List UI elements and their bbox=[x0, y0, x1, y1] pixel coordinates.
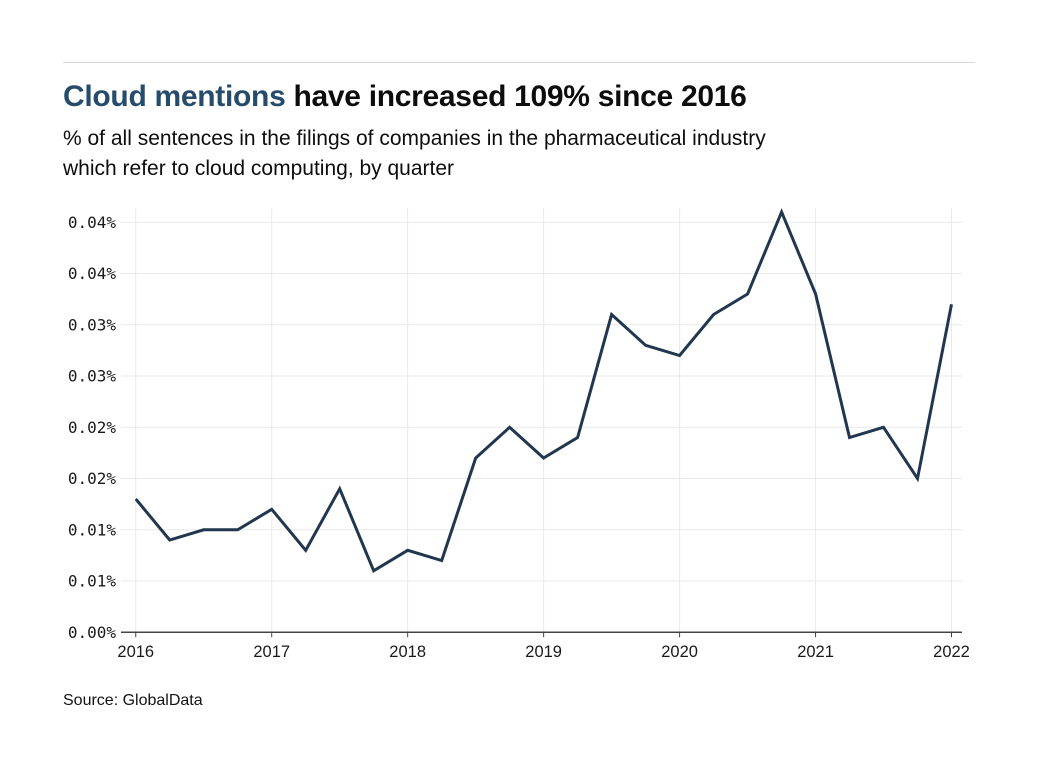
y-tick-label: 0.00% bbox=[68, 623, 117, 642]
y-tick-label: 0.03% bbox=[68, 367, 117, 386]
x-tick-label: 2020 bbox=[661, 643, 698, 661]
x-tick-label: 2022 bbox=[933, 643, 970, 661]
title-rest: have increased 109% since 2016 bbox=[285, 80, 747, 113]
data-series-line bbox=[134, 208, 953, 573]
x-tick-label: 2018 bbox=[389, 643, 426, 661]
x-tick-label: 2021 bbox=[797, 643, 834, 661]
y-tick-label: 0.03% bbox=[68, 315, 117, 334]
y-tick-label: 0.02% bbox=[68, 418, 117, 437]
x-tick-label: 2017 bbox=[253, 643, 290, 661]
title-highlight: Cloud mentions bbox=[63, 80, 286, 113]
y-tick-label: 0.04% bbox=[68, 213, 117, 232]
y-tick-label: 0.01% bbox=[68, 572, 117, 591]
header-divider bbox=[63, 62, 975, 63]
subtitle-line-2: which refer to cloud computing, by quart… bbox=[63, 157, 455, 180]
chart-subtitle: % of all sentences in the filings of com… bbox=[63, 124, 766, 184]
x-tick-label: 2016 bbox=[117, 643, 154, 661]
x-tick-label: 2019 bbox=[525, 643, 562, 661]
y-tick-label: 0.01% bbox=[68, 520, 117, 539]
source-text: Source: GlobalData bbox=[63, 692, 203, 709]
y-tick-label: 0.02% bbox=[68, 469, 117, 488]
page-title: Cloud mentions have increased 109% since… bbox=[63, 80, 747, 114]
y-tick-label: 0.04% bbox=[68, 264, 117, 283]
subtitle-line-1: % of all sentences in the filings of com… bbox=[63, 127, 766, 150]
